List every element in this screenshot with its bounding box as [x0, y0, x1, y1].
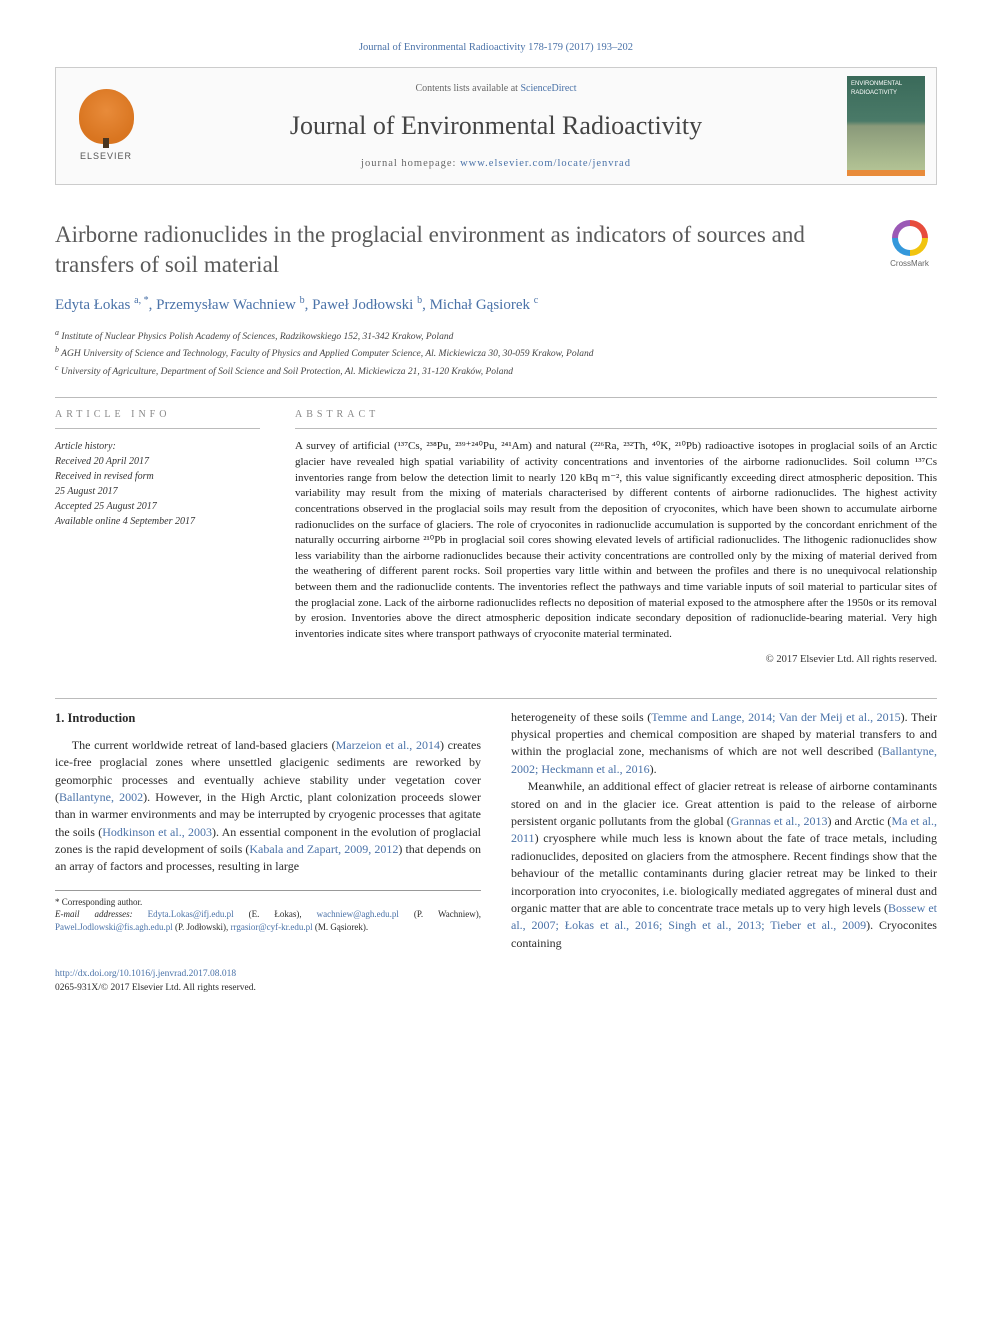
abstract-copyright: © 2017 Elsevier Ltd. All rights reserved…	[295, 652, 937, 667]
sciencedirect-link[interactable]: ScienceDirect	[520, 83, 576, 94]
affiliations: a Institute of Nuclear Physics Polish Ac…	[55, 327, 937, 379]
citation-header: Journal of Environmental Radioactivity 1…	[55, 40, 937, 55]
publisher-logo-block: ELSEVIER	[56, 68, 156, 184]
journal-homepage-link[interactable]: www.elsevier.com/locate/jenvrad	[460, 158, 631, 169]
intro-paragraph-1-cont: heterogeneity of these soils (Temme and …	[511, 709, 937, 779]
crossmark-label: CrossMark	[890, 259, 929, 268]
crossmark-icon	[892, 220, 928, 256]
article-title: Airborne radionuclides in the proglacial…	[55, 220, 867, 280]
abstract-label: ABSTRACT	[295, 408, 937, 423]
divider	[55, 428, 260, 429]
journal-masthead: ELSEVIER Contents lists available at Sci…	[55, 67, 937, 185]
cover-thumb-block: ENVIRONMENTAL RADIOACTIVITY	[836, 68, 936, 184]
journal-title: Journal of Environmental Radioactivity	[171, 107, 821, 145]
contents-available-line: Contents lists available at ScienceDirec…	[171, 82, 821, 97]
homepage-prefix: journal homepage:	[361, 158, 460, 169]
author-list: Edyta Łokas a, *, Przemysław Wachniew b,…	[55, 294, 937, 317]
intro-paragraph-2: Meanwhile, an additional effect of glaci…	[511, 778, 937, 952]
corresponding-author-note: * Corresponding author.	[55, 896, 481, 909]
footnotes: * Corresponding author. E-mail addresses…	[55, 890, 481, 934]
divider	[55, 397, 937, 398]
intro-paragraph-1: The current worldwide retreat of land-ba…	[55, 737, 481, 876]
doi-link[interactable]: http://dx.doi.org/10.1016/j.jenvrad.2017…	[55, 969, 236, 979]
contents-prefix: Contents lists available at	[415, 83, 520, 94]
divider	[55, 698, 937, 699]
divider	[295, 428, 937, 429]
bottom-metadata: http://dx.doi.org/10.1016/j.jenvrad.2017…	[55, 968, 937, 996]
right-column: heterogeneity of these soils (Temme and …	[511, 709, 937, 952]
article-info-label: ARTICLE INFO	[55, 408, 260, 423]
crossmark-badge[interactable]: CrossMark	[882, 220, 937, 270]
section-heading-introduction: 1. Introduction	[55, 709, 481, 727]
history-heading: Article history:	[55, 439, 260, 454]
article-history: Article history: Received 20 April 2017R…	[55, 439, 260, 529]
issn-copyright: 0265-931X/© 2017 Elsevier Ltd. All right…	[55, 983, 256, 993]
email-addresses: E-mail addresses: Edyta.Lokas@ifj.edu.pl…	[55, 908, 481, 933]
emails-label: E-mail addresses:	[55, 909, 148, 919]
abstract-text: A survey of artificial (¹³⁷Cs, ²³⁸Pu, ²³…	[295, 439, 937, 642]
journal-cover-thumbnail: ENVIRONMENTAL RADIOACTIVITY	[847, 76, 925, 176]
elsevier-tree-icon	[79, 89, 134, 144]
publisher-name: ELSEVIER	[79, 150, 134, 163]
left-column: 1. Introduction The current worldwide re…	[55, 709, 481, 952]
journal-homepage-line: journal homepage: www.elsevier.com/locat…	[171, 156, 821, 171]
